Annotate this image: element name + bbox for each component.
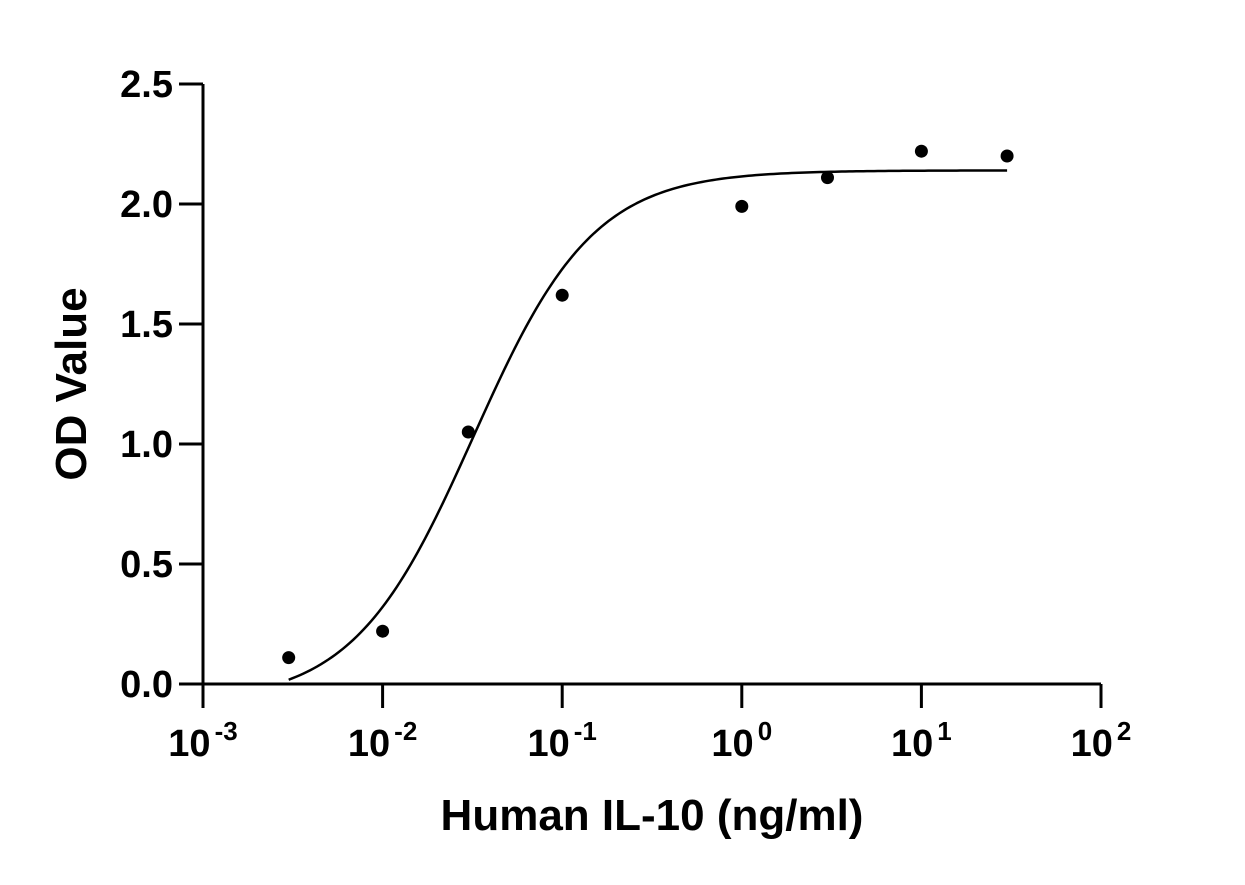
data-point — [376, 624, 390, 638]
y-tick-label: 1.5 — [120, 304, 173, 346]
y-tick-label: 0.0 — [120, 664, 173, 706]
y-axis-ticks: 0.0 0.5 1.0 1.5 2.0 2.5 — [120, 64, 203, 706]
y-tick-label: 2.5 — [120, 64, 173, 106]
x-tick-label: 10 -2 — [348, 716, 417, 765]
data-point — [735, 199, 749, 213]
y-tick-label: 0.5 — [120, 544, 173, 586]
x-tick-label: 10 -3 — [168, 716, 237, 765]
x-axis-ticks: 10 -3 10 -2 10 -1 10 0 10 1 10 2 — [168, 684, 1131, 765]
x-tick-label: 10 1 — [891, 716, 952, 765]
data-point — [820, 171, 834, 185]
data-point — [461, 425, 475, 439]
x-axis-title: Human IL-10 (ng/ml) — [441, 791, 864, 840]
x-tick-label: 10 0 — [711, 716, 772, 765]
data-point — [555, 288, 569, 302]
y-axis-title: OD Value — [47, 287, 96, 480]
data-points — [282, 144, 1014, 665]
x-tick-label: 10 2 — [1071, 716, 1132, 765]
x-tick-label: 10 -1 — [527, 716, 596, 765]
fit-curve — [288, 169, 1008, 681]
data-point — [1000, 149, 1014, 163]
y-tick-label: 1.0 — [120, 424, 173, 466]
data-point — [914, 144, 928, 158]
data-point — [282, 651, 296, 665]
axes — [201, 84, 1101, 686]
y-tick-label: 2.0 — [120, 184, 173, 226]
